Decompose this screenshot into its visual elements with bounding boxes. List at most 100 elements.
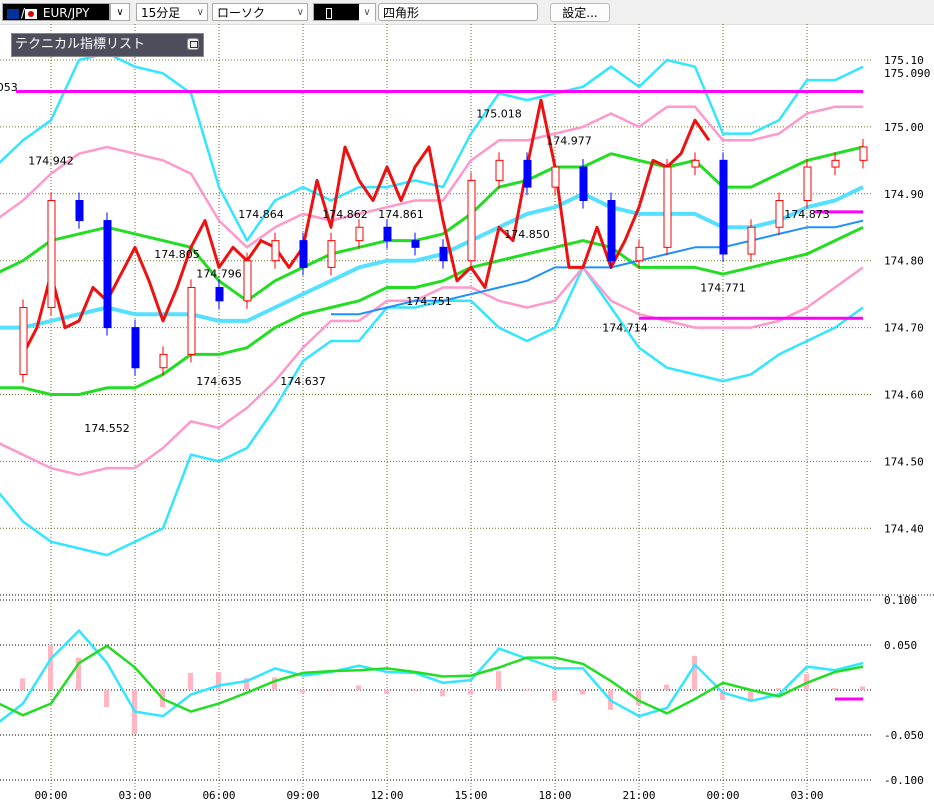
price-annotation: 174.805	[154, 248, 200, 261]
drawing-tool-select[interactable]: 四角形	[378, 3, 538, 21]
candle-body	[299, 240, 308, 268]
histogram-bar	[636, 690, 641, 706]
candle-body	[551, 166, 560, 188]
indicator-list-panel[interactable]: テクニカル指標リスト	[11, 33, 204, 57]
candle-body	[47, 199, 56, 309]
price-annotation: 174.637	[280, 375, 326, 388]
time-axis-label: 00:00	[34, 789, 67, 802]
histogram-bar	[860, 686, 865, 690]
histogram-bar	[748, 690, 753, 701]
line-moving-average	[0, 185, 864, 330]
candle-body	[495, 159, 504, 181]
price-axis-label: 174.50	[884, 455, 924, 468]
osc-axis-label: -0.050	[884, 729, 924, 742]
current-price-label: 175.090	[884, 67, 930, 80]
candle-body	[187, 286, 196, 355]
price-annotation: 174.850	[504, 228, 550, 241]
candle-body	[243, 260, 252, 302]
histogram-bar	[328, 690, 333, 691]
jp-flag-icon	[25, 8, 38, 19]
histogram-bar	[692, 655, 697, 690]
candle-body	[103, 220, 112, 329]
price-annotation: 175.053	[0, 81, 18, 94]
price-axis-label: 174.40	[884, 522, 924, 535]
timeframe-label: 15分足	[141, 6, 181, 20]
osc-axis-label: -0.100	[884, 774, 924, 787]
timeframe-select[interactable]: 15分足 ∨	[136, 3, 208, 21]
symbol-label: EUR/JPY	[42, 6, 90, 20]
histogram-bar	[524, 690, 529, 691]
histogram-bar	[580, 690, 585, 695]
candles	[19, 138, 868, 383]
oscillator-lines	[0, 628, 864, 723]
candle-body	[75, 199, 84, 222]
chevron-down-icon: ∨	[296, 7, 304, 18]
candle-body	[859, 146, 868, 161]
chart-type-label: ローソク	[217, 6, 266, 20]
price-annotation: 174.751	[406, 295, 452, 308]
line-bb-inner-upper	[0, 145, 864, 303]
price-axis-label: 174.70	[884, 322, 924, 335]
histogram-bar	[776, 688, 781, 690]
time-axis-label: 18:00	[538, 789, 571, 802]
line-bb-mid-lower	[0, 266, 864, 477]
candle-body	[663, 166, 672, 248]
price-annotation: 174.942	[28, 154, 74, 167]
price-annotation: 174.861	[378, 208, 424, 221]
candle-body	[159, 353, 168, 369]
histogram-bar	[496, 671, 501, 690]
candle-body	[355, 226, 364, 242]
horizontal-lines	[16, 89, 863, 701]
candle-body	[635, 246, 644, 262]
time-axis-label: 03:00	[118, 789, 151, 802]
histogram-bar	[188, 672, 193, 690]
candle-body	[803, 166, 812, 201]
price-annotation: 174.635	[196, 375, 242, 388]
histogram-bar	[48, 645, 53, 690]
histogram-bar	[440, 690, 445, 697]
time-axis-label: 15:00	[454, 789, 487, 802]
toolbar: / EUR/JPY ∨ 15分足 ∨ ローソク ∨ ∨ 四角形 設定...	[0, 0, 934, 25]
candle-body	[719, 159, 728, 255]
histogram-bar	[272, 677, 277, 690]
chart-type-select[interactable]: ローソク ∨	[212, 3, 308, 21]
histogram-bar	[356, 685, 361, 690]
candle-body	[775, 199, 784, 228]
candle-icon	[326, 8, 332, 19]
line-bb-mid-upper	[0, 105, 863, 249]
candle-body	[19, 307, 28, 375]
osc-axis-label: 0.100	[884, 594, 917, 607]
price-axis-label: 175.00	[884, 121, 924, 134]
histogram-bar	[552, 690, 557, 701]
symbol-dropdown-chevron-icon[interactable]: ∨	[110, 3, 130, 21]
settings-button[interactable]: 設定...	[550, 3, 610, 22]
time-axis-label: 03:00	[790, 789, 823, 802]
candle-body	[383, 226, 392, 242]
histogram-bar	[384, 690, 389, 694]
candle-body	[579, 166, 588, 201]
candle-body	[327, 240, 336, 268]
lagging-span-line	[21, 98, 711, 356]
chevron-down-icon: ∨	[196, 7, 204, 18]
price-annotation: 174.977	[546, 134, 592, 147]
restore-window-icon[interactable]	[187, 38, 199, 50]
indicator-list-title: テクニカル指標リスト	[15, 37, 146, 52]
candle-style-select[interactable]: ∨	[313, 3, 376, 22]
osc-line-macd	[0, 628, 864, 723]
candle-body	[215, 286, 224, 302]
price-annotation: 174.552	[84, 422, 130, 435]
price-bands	[0, 52, 864, 557]
symbol-select[interactable]: / EUR/JPY	[2, 3, 110, 21]
histogram-bar	[300, 690, 305, 693]
price-annotation: 174.796	[196, 268, 242, 281]
price-annotation: 174.771	[700, 281, 746, 294]
time-axis-label: 09:00	[286, 789, 319, 802]
candle-body	[439, 246, 448, 262]
time-axis-label: 21:00	[622, 789, 655, 802]
line-long-moving-average	[331, 219, 864, 316]
histogram-bar	[20, 678, 25, 690]
price-annotation: 175.018	[476, 108, 522, 121]
drawing-tool-label: 四角形	[383, 6, 420, 20]
eu-flag-icon	[7, 8, 19, 19]
